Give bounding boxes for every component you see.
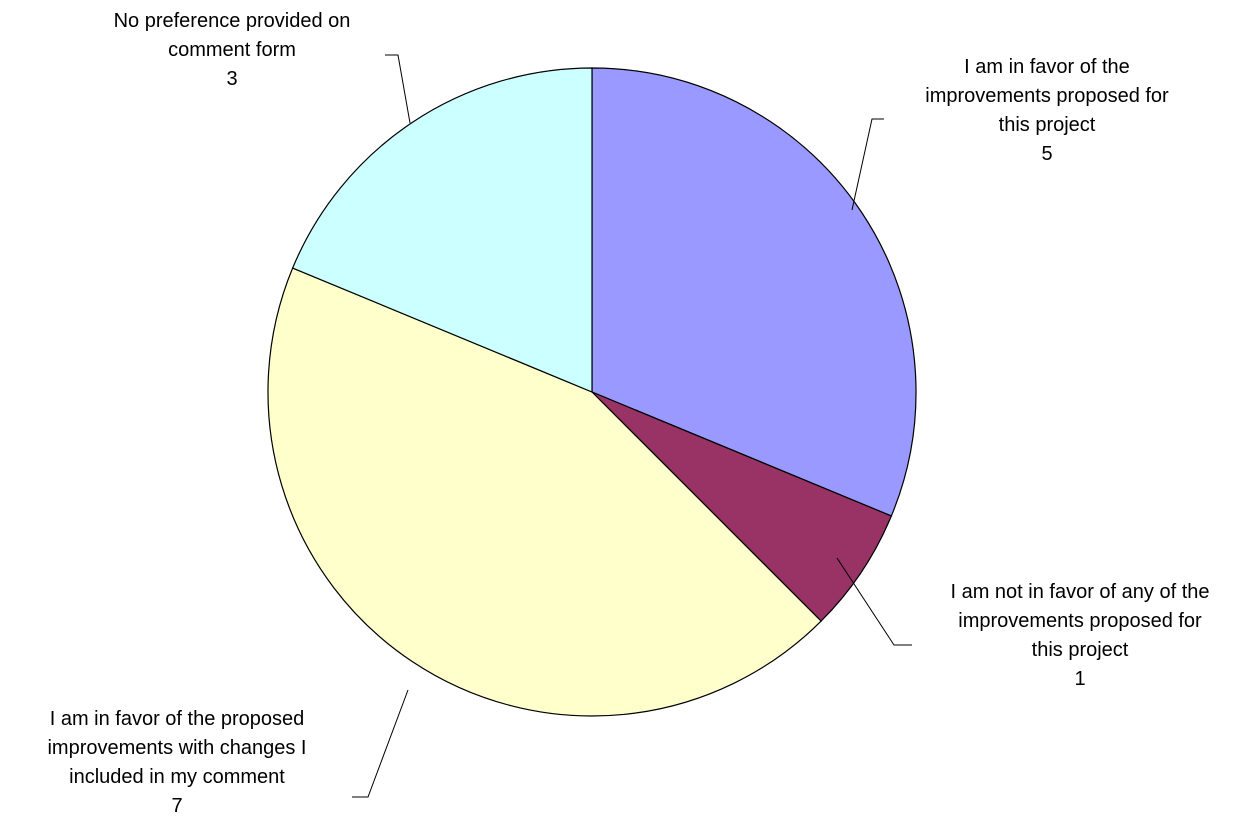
pie-slice-2 xyxy=(591,391,893,622)
leader-line-1 xyxy=(851,118,884,211)
slice-value-label: 3 xyxy=(226,68,237,90)
slice-value-label: 1 xyxy=(1074,668,1085,690)
leader-line-4 xyxy=(385,54,411,124)
slice-label-line: this project xyxy=(1032,639,1129,661)
slice-label-line: comment form xyxy=(168,39,296,61)
slice-label-3: I am in favor of the proposed improvement… xyxy=(47,708,306,817)
slice-label-line: this project xyxy=(999,114,1096,136)
slice-label-line: included in my comment xyxy=(69,766,285,788)
leader-line-2 xyxy=(836,557,912,646)
slice-label-line: No preference provided on xyxy=(114,10,351,32)
pie-slice-4 xyxy=(291,67,593,393)
slice-label-4: No preference provided on comment form 3 xyxy=(114,10,351,90)
slice-label-line: improvements with changes I xyxy=(47,737,306,759)
slice-value-label: 5 xyxy=(1041,143,1052,165)
slice-value-label: 7 xyxy=(171,795,182,817)
slice-label-line: I am in favor of the xyxy=(964,56,1130,78)
slice-label-line: I am in favor of the proposed xyxy=(50,708,305,730)
slice-label-line: improvements proposed for xyxy=(925,85,1169,107)
slice-label-2: I am not in favor of any of the improveme… xyxy=(950,581,1209,690)
slice-label-1: I am in favor of the improvements propose… xyxy=(925,56,1169,165)
pie-slice-3 xyxy=(267,267,822,717)
leader-line-3 xyxy=(352,689,409,798)
slice-label-line: I am not in favor of any of the xyxy=(950,581,1209,603)
slice-label-line: improvements proposed for xyxy=(958,610,1202,632)
pie-slice-1 xyxy=(591,67,917,517)
